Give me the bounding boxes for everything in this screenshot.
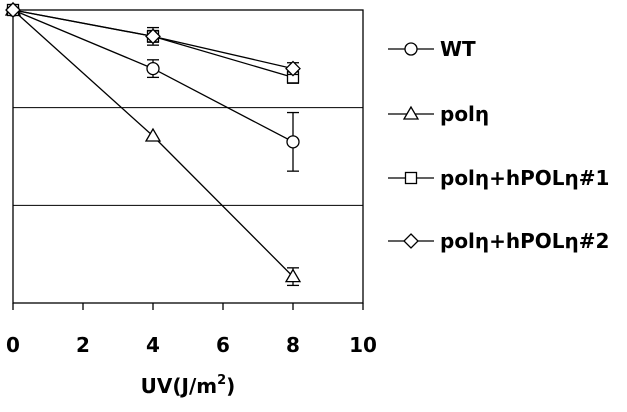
data-point-diamond [145,28,161,45]
x-axis: 0 2 4 6 8 10 [6,303,377,357]
x-tick-label: 2 [76,333,90,357]
x-tick-label: 10 [349,333,377,357]
legend-item: polη+hPOLη#2 [388,229,609,253]
legend-marker-circle [404,42,418,56]
legend-label: polη+hPOLη#2 [440,229,609,253]
data-point-triangle [144,127,162,142]
legend-marker-square [404,171,418,185]
legend-item: polη [388,102,489,126]
data-point-triangle [284,268,302,283]
x-tick-label: 8 [286,333,300,357]
legend-marker-diamond [403,233,419,249]
legend-label: polη+hPOLη#1 [440,166,609,190]
data-point-diamond [285,60,301,77]
x-tick-label: 0 [6,333,20,357]
data-point-circle [286,135,300,149]
x-tick-label: 4 [146,333,160,357]
x-axis-label: UV(J/m2) [141,373,236,398]
gridlines [13,107,363,206]
data-point-circle [146,61,160,76]
series-diamond [5,2,301,77]
data-point-diamond [5,2,21,18]
legend-item: polη+hPOLη#1 [388,166,609,190]
series-line [12,9,294,278]
series-layer [4,1,302,287]
plot-frame [12,9,364,304]
legend-label: polη [440,102,489,126]
legend-label: WT [440,37,476,61]
x-tick-label: 6 [216,333,230,357]
legend-item: WT [388,37,476,61]
legend: WT polη polη+hPOLη#1 polη+hPOLη#2 [388,37,609,253]
legend-marker-triangle [402,105,420,120]
